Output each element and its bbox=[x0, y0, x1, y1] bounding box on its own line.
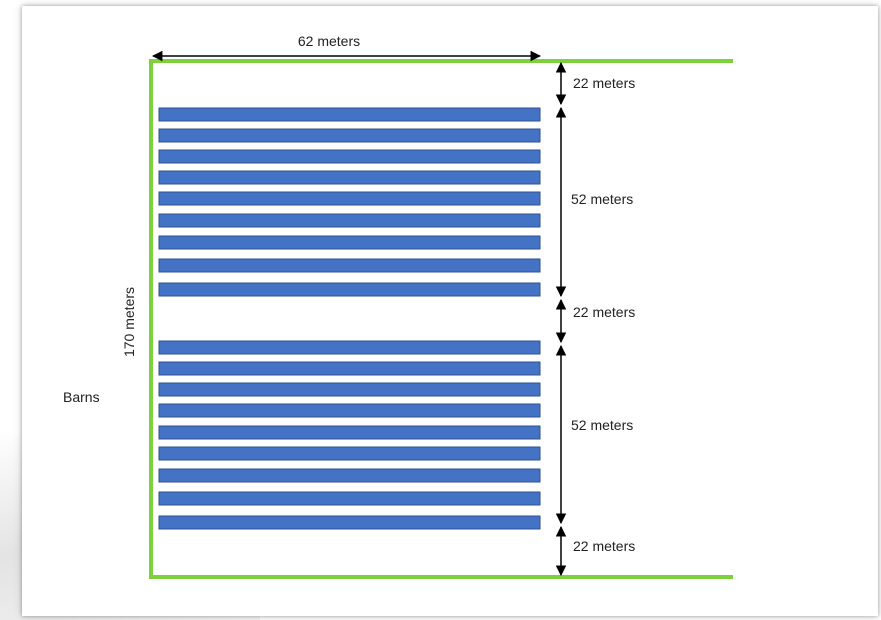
barn-row bbox=[158, 340, 541, 355]
barn-row bbox=[158, 128, 541, 143]
right-dimension-chain: 22 meters 52 meters 22 meters 52 meters 22 m… bbox=[555, 61, 635, 577]
barn-row bbox=[158, 282, 541, 297]
barn-row bbox=[158, 235, 541, 250]
width-label: 62 meters bbox=[298, 33, 360, 49]
barn-row bbox=[158, 515, 541, 530]
barns-label: Barns bbox=[63, 389, 100, 405]
barn-row bbox=[158, 446, 541, 461]
barn-row bbox=[158, 403, 541, 418]
dimension-segment-label: 52 meters bbox=[571, 191, 633, 207]
barn-row bbox=[158, 170, 541, 185]
barn-rows bbox=[158, 107, 541, 530]
barn-row bbox=[158, 361, 541, 376]
barn-row bbox=[158, 213, 541, 228]
barn-row bbox=[158, 258, 541, 273]
dimension-segment-label: 22 meters bbox=[573, 75, 635, 91]
barn-row bbox=[158, 468, 541, 483]
dimension-segment-label: 22 meters bbox=[573, 538, 635, 554]
dimension-segment-label: 22 meters bbox=[573, 304, 635, 320]
barn-row bbox=[158, 149, 541, 164]
barn-row bbox=[158, 382, 541, 397]
height-label: 170 meters bbox=[121, 287, 137, 357]
barn-row bbox=[158, 491, 541, 506]
barn-row bbox=[158, 107, 541, 122]
dimension-segment-label: 52 meters bbox=[571, 417, 633, 433]
barn-row bbox=[158, 191, 541, 206]
barn-row bbox=[158, 425, 541, 440]
